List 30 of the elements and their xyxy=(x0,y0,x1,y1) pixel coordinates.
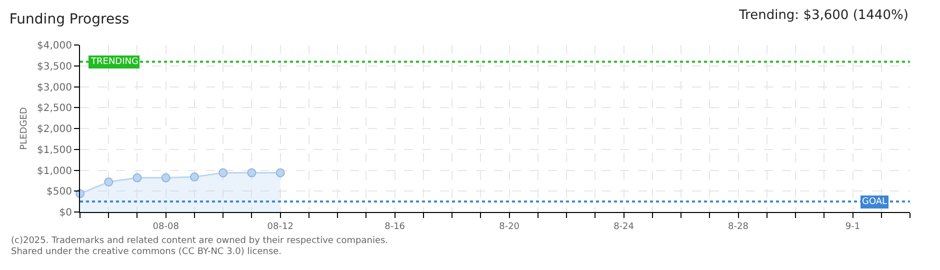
y-tick-label: $2,500 xyxy=(37,103,72,114)
y-tick-label: $0 xyxy=(59,208,72,218)
text: (c)2025. Trademarks and related content are owned by their respective companies. xyxy=(11,236,388,246)
x-tick-label: 8-20 xyxy=(499,222,520,232)
y-tick-label: $1,500 xyxy=(37,144,72,156)
point xyxy=(218,168,228,178)
x-tick-label: 8-16 xyxy=(384,222,406,232)
y-tick-label: $500 xyxy=(46,186,72,198)
y-tick-label: $3,500 xyxy=(37,61,72,72)
y-tick-label: $3,000 xyxy=(37,82,72,94)
x-tick-label: 8-24 xyxy=(614,222,634,232)
y-tick-label: $4,000 xyxy=(37,40,72,52)
y-tick-label: $1,000 xyxy=(37,166,72,177)
x-tick-label: 08-12 xyxy=(267,222,294,232)
y-tick-label: $2,000 xyxy=(37,124,72,135)
point xyxy=(132,173,142,182)
x-tick-label: 8-28 xyxy=(728,222,749,232)
ref-line-label: GOAL xyxy=(862,197,888,207)
x-tick-label: 08-08 xyxy=(152,222,180,232)
chart-title: Funding Progress xyxy=(9,11,130,28)
text: Trending: $3,600 (1440%) xyxy=(738,8,908,23)
point xyxy=(247,168,256,178)
x-tick-label: 9-1 xyxy=(845,222,860,232)
point xyxy=(190,172,199,182)
text: Shared under the creative commons (CC BY-NC 3.0) license. xyxy=(11,247,282,257)
point xyxy=(161,173,170,182)
point xyxy=(276,168,285,178)
ref-line-label: TRENDING xyxy=(90,57,138,67)
y-axis-title: PLEDGED xyxy=(19,107,30,150)
point xyxy=(104,177,114,186)
